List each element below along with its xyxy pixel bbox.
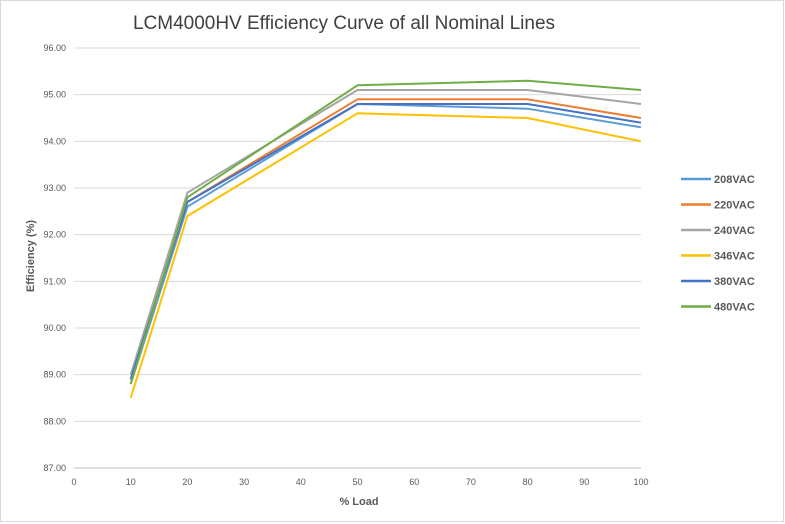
y-tick-label: 90.00 — [43, 323, 66, 333]
series-line-380vac — [129, 103, 642, 380]
y-tick-label: 94.00 — [43, 136, 66, 146]
x-tick-label: 60 — [409, 477, 419, 487]
x-tick-label: 0 — [71, 477, 76, 487]
x-tick-label: 40 — [296, 477, 306, 487]
y-tick-label: 91.00 — [43, 276, 66, 286]
y-tick-label: 96.00 — [43, 43, 66, 53]
x-axis-ticks: 0 10 20 30 40 50 60 70 80 90 100 — [71, 477, 648, 487]
x-tick-label: 10 — [126, 477, 136, 487]
series-line-240vac — [129, 89, 642, 375]
series-line-208vac — [129, 103, 642, 385]
legend-label: 240VAC — [714, 225, 755, 237]
chart-title: LCM4000HV Efficiency Curve of all Nomina… — [133, 13, 555, 34]
series-line-346vac — [129, 112, 642, 399]
x-tick-label: 90 — [579, 477, 589, 487]
x-tick-label: 70 — [466, 477, 476, 487]
x-tick-label: 100 — [633, 477, 648, 487]
x-tick-label: 80 — [523, 477, 533, 487]
legend-label: 208VAC — [714, 174, 755, 186]
y-tick-label: 89.00 — [43, 370, 66, 380]
legend: 208VAC 220VAC 240VAC 346VAC 380VAC 480VAC — [681, 174, 755, 314]
legend-label: 346VAC — [714, 251, 755, 263]
x-tick-label: 30 — [239, 477, 249, 487]
legend-label: 480VAC — [714, 302, 755, 314]
legend-label: 220VAC — [714, 200, 755, 212]
x-axis-title: % Load — [339, 496, 378, 508]
series-line-480vac — [129, 79, 642, 385]
y-tick-label: 93.00 — [43, 183, 66, 193]
y-tick-label: 92.00 — [43, 230, 66, 240]
y-tick-label: 95.00 — [43, 90, 66, 100]
y-tick-label: 88.00 — [43, 416, 66, 426]
x-tick-label: 20 — [182, 477, 192, 487]
y-axis-title: Efficiency (%) — [25, 220, 37, 292]
y-tick-label: 87.00 — [43, 463, 66, 473]
y-axis-ticks: 87.00 88.00 89.00 90.00 91.00 92.00 93.00 94.00… — [43, 43, 66, 473]
x-tick-label: 50 — [352, 477, 362, 487]
legend-label: 380VAC — [714, 276, 755, 288]
series-lines — [129, 79, 642, 399]
gridlines — [74, 47, 641, 469]
